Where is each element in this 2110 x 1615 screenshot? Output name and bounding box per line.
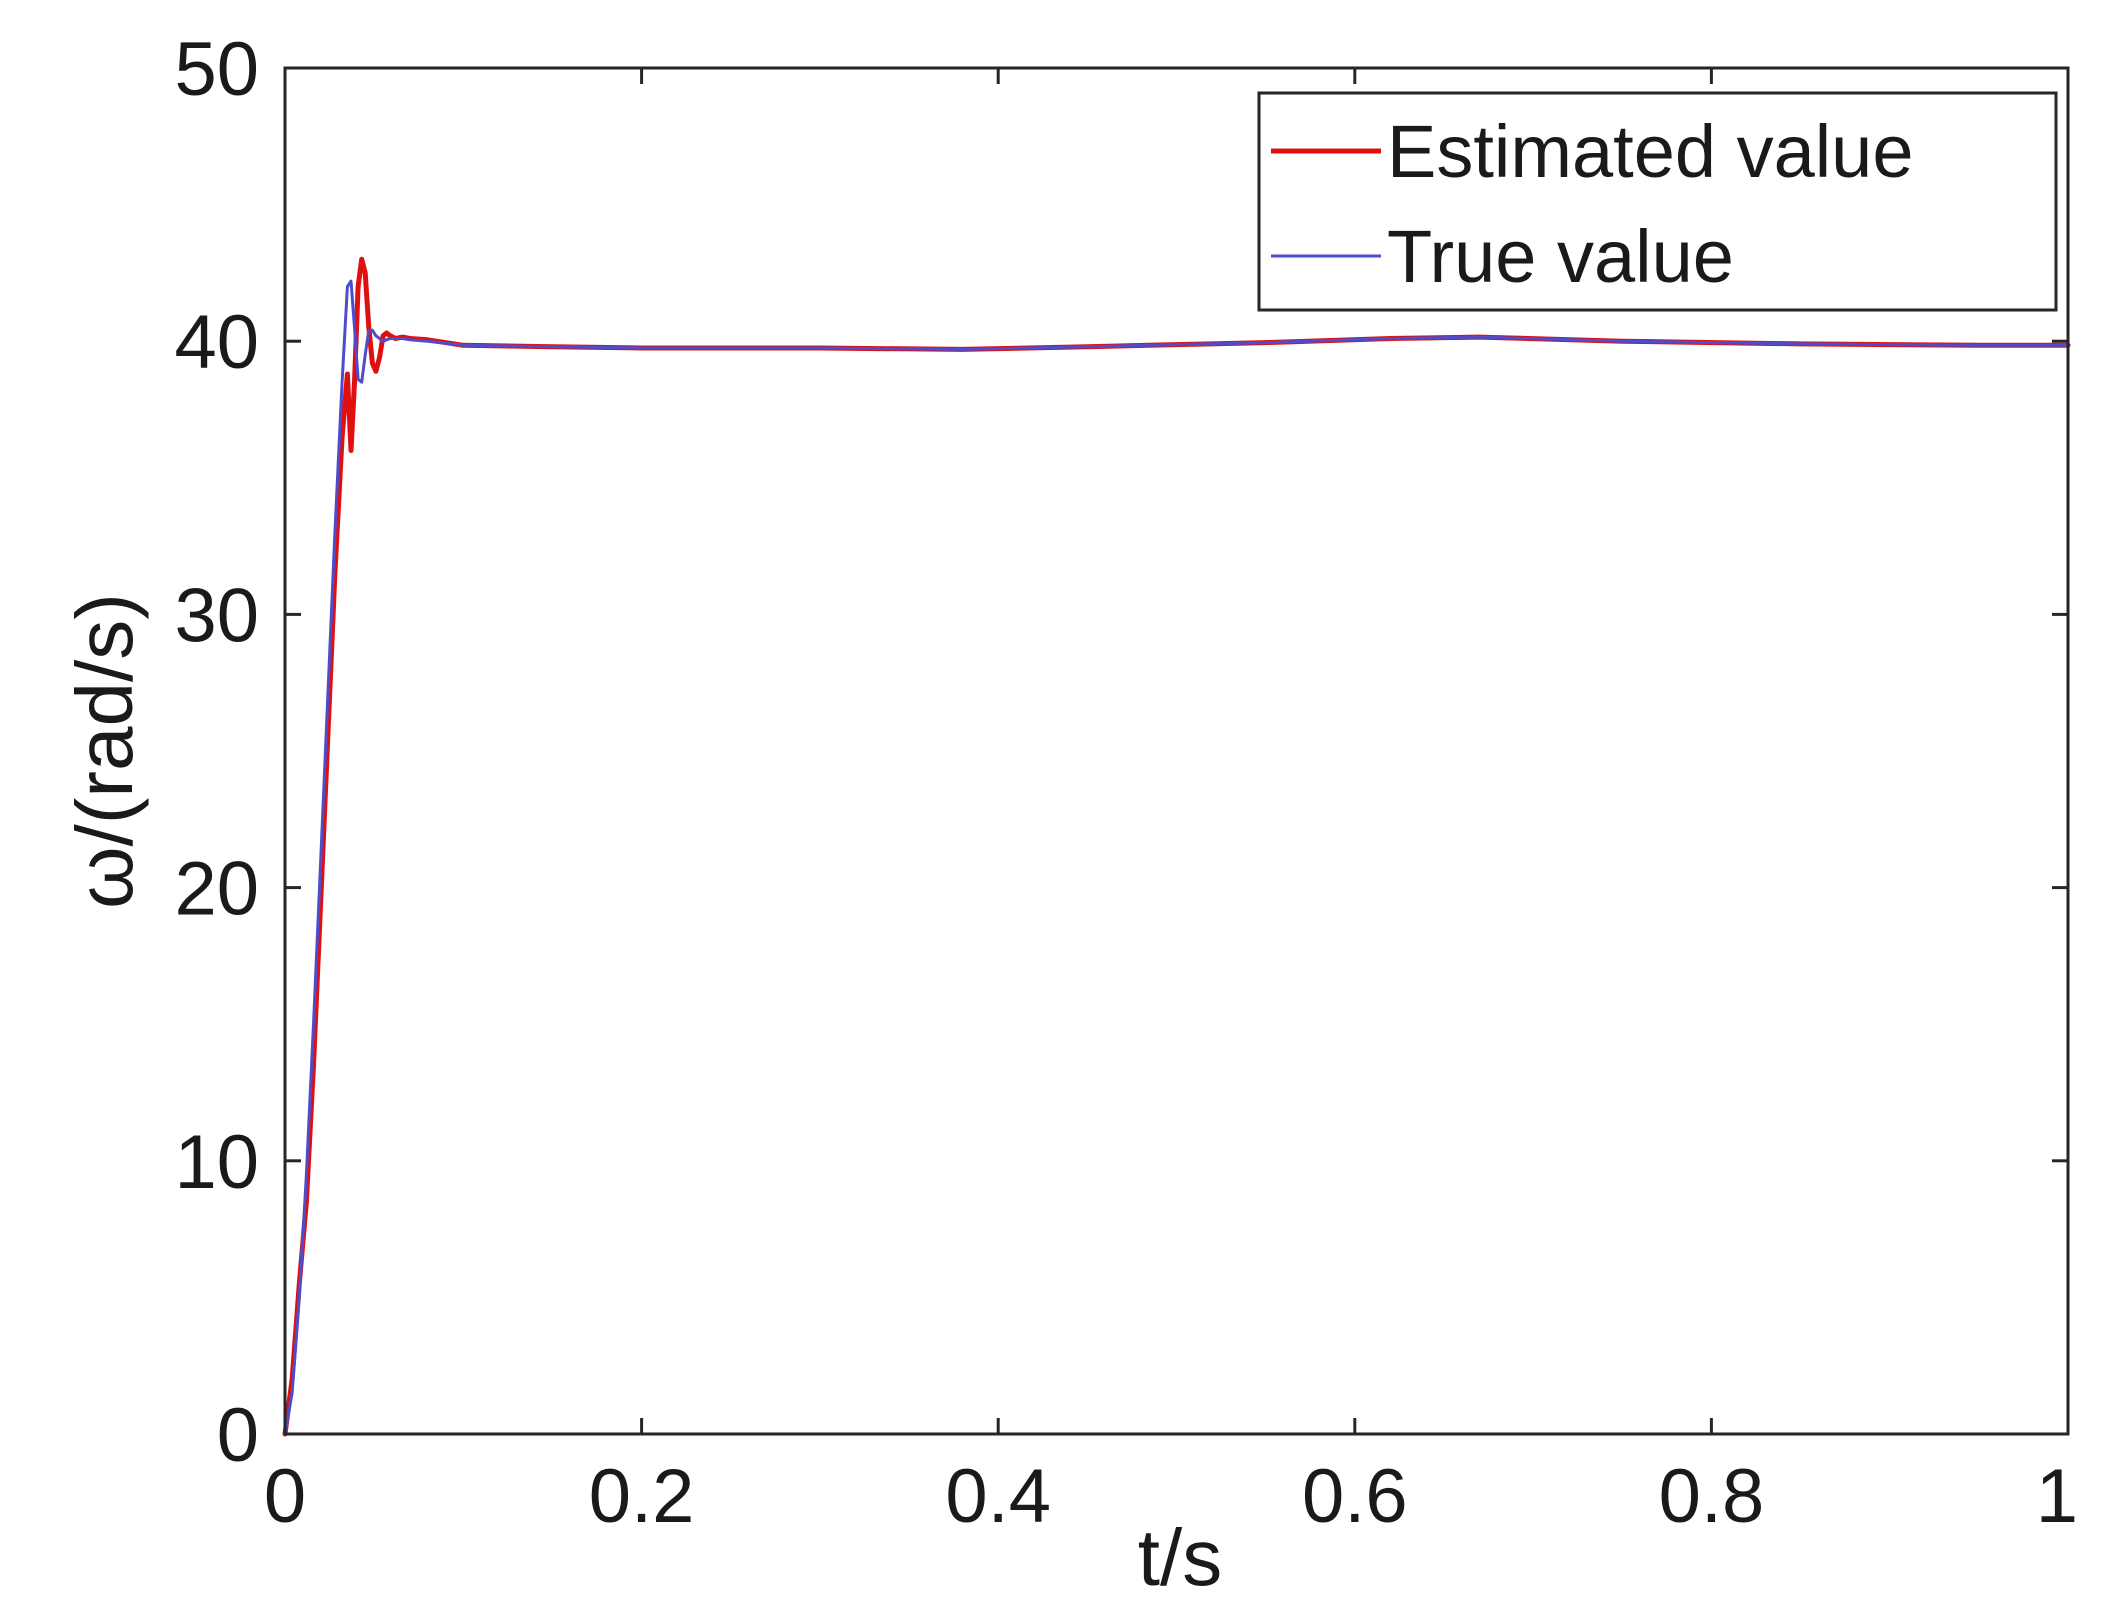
series-lines — [282, 256, 2071, 1437]
x-tick-label: 0.2 — [589, 1454, 695, 1539]
legend-box — [1257, 91, 2058, 312]
legend-label-estimated: Estimated value — [1387, 110, 1914, 193]
series-line-true — [283, 279, 2070, 1436]
y-tick-label: 50 — [174, 27, 259, 112]
legend: Estimated value True value — [1257, 91, 2058, 312]
y-tick-label: 10 — [174, 1120, 259, 1205]
x-tick-label: 0 — [264, 1454, 306, 1539]
x-tick-label: 0.6 — [1302, 1454, 1408, 1539]
y-tick-label: 20 — [174, 847, 259, 932]
y-tick-label: 40 — [174, 300, 259, 385]
y-tick-label: 0 — [217, 1393, 259, 1478]
legend-label-true: True value — [1387, 215, 1734, 298]
x-tick-label: 0.8 — [1659, 1454, 1765, 1539]
x-tick-label: 0.4 — [945, 1454, 1051, 1539]
y-axis-title: ω/(rad/s) — [60, 593, 149, 909]
plot-area-frame — [283, 66, 2070, 1436]
y-tick-label: 30 — [174, 573, 259, 658]
x-tick-label: 1 — [2036, 1454, 2078, 1539]
x-axis-title: t/s — [1138, 1513, 1222, 1602]
